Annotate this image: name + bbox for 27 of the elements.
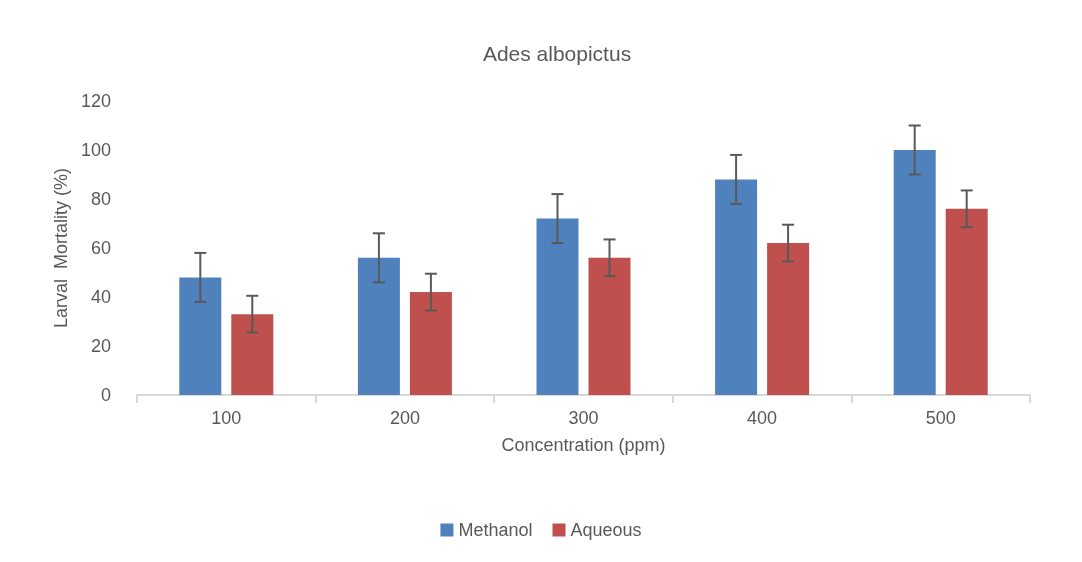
bar (715, 179, 758, 395)
x-tick-label: 500 (925, 408, 956, 428)
bar (893, 150, 936, 395)
y-tick-label: 40 (90, 287, 111, 307)
bar (588, 257, 631, 395)
y-tick-label: 100 (80, 140, 111, 160)
legend-label: Aqueous (570, 520, 642, 540)
bar (409, 292, 452, 395)
bar (767, 243, 810, 395)
y-tick-label: 20 (90, 336, 111, 356)
bar (536, 218, 579, 395)
y-tick-label: 80 (90, 189, 111, 209)
y-tick-label: 120 (80, 91, 111, 111)
bar (231, 314, 274, 395)
legend-label: Methanol (458, 520, 533, 540)
bar (945, 208, 988, 395)
chart-title: Ades albopictus (482, 42, 632, 65)
x-tick-label: 100 (211, 408, 242, 428)
x-tick-label: 200 (389, 408, 420, 428)
bar (357, 257, 400, 395)
bar (179, 277, 222, 395)
x-tick-label: 400 (747, 408, 778, 428)
y-axis-title: Larval Mortality (%) (51, 167, 72, 329)
y-tick-label: 0 (100, 385, 111, 405)
y-tick-label: 60 (90, 238, 111, 258)
x-tick-label: 300 (568, 408, 599, 428)
x-axis-title: Concentration (ppm) (501, 435, 666, 455)
